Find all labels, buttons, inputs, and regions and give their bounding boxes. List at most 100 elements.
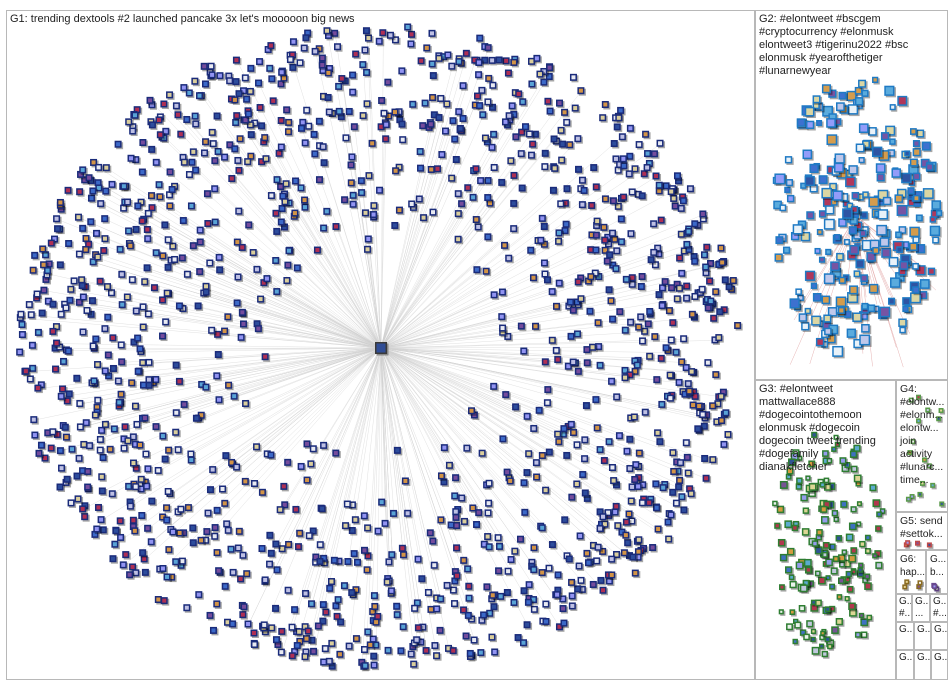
- graph-node: [66, 296, 75, 306]
- graph-node: [233, 112, 242, 121]
- graph-node: [74, 213, 84, 223]
- graph-node: [17, 310, 26, 320]
- graph-node: [42, 251, 51, 260]
- graph-node: [600, 223, 609, 233]
- graph-node: [929, 216, 938, 225]
- graph-node: [540, 222, 550, 232]
- graph-node: [76, 188, 85, 197]
- graph-node: [382, 121, 392, 130]
- graph-node: [350, 123, 360, 132]
- graph-node: [908, 179, 917, 188]
- graph-node: [162, 127, 171, 137]
- graph-node: [363, 566, 373, 575]
- graph-node: [504, 332, 513, 342]
- graph-node: [258, 545, 268, 554]
- graph-node: [106, 445, 116, 455]
- graph-node: [283, 106, 292, 115]
- graph-node: [795, 483, 804, 492]
- graph-node: [197, 411, 207, 421]
- graph-node: [874, 550, 883, 559]
- graph-node: [319, 66, 328, 76]
- graph-node: [658, 400, 667, 410]
- graph-node: [98, 473, 107, 482]
- graph-node: [569, 358, 579, 368]
- graph-node: [152, 158, 162, 168]
- graph-node: [824, 606, 832, 614]
- graph-node: [89, 258, 99, 267]
- graph-node: [917, 491, 924, 499]
- graph-node: [68, 445, 78, 455]
- graph-node: [888, 297, 897, 307]
- graph-node: [398, 544, 408, 554]
- graph-node: [677, 459, 686, 468]
- graph-node: [144, 465, 153, 474]
- graph-node: [284, 458, 293, 468]
- graph-node: [919, 291, 929, 301]
- graph-node: [838, 554, 847, 564]
- graph-node: [570, 429, 579, 438]
- graph-node: [132, 307, 142, 316]
- graph-node: [600, 457, 610, 466]
- graph-node: [155, 116, 164, 125]
- graph-node: [449, 117, 459, 126]
- graph-node: [79, 505, 88, 514]
- graph-node: [102, 164, 112, 173]
- graph-node: [506, 116, 515, 125]
- graph-node: [56, 483, 66, 492]
- graph-node: [84, 467, 93, 477]
- graph-node: [319, 601, 329, 610]
- graph-node: [503, 589, 513, 598]
- graph-node: [122, 551, 131, 560]
- graph-node: [860, 631, 869, 640]
- graph-node: [56, 198, 66, 208]
- graph-node: [543, 276, 553, 285]
- graph-node: [363, 68, 372, 78]
- graph-node: [349, 71, 358, 81]
- graph-node: [369, 608, 378, 617]
- graph-node: [262, 155, 271, 164]
- graph-node: [517, 150, 527, 159]
- graph-node: [729, 277, 739, 286]
- graph-node: [621, 374, 631, 383]
- graph-node: [628, 517, 637, 527]
- graph-node: [582, 402, 592, 411]
- graph-node: [391, 108, 400, 118]
- graph-node: [688, 368, 697, 377]
- graph-node: [647, 256, 657, 265]
- graph-node: [267, 451, 276, 461]
- graph-node: [131, 111, 140, 121]
- graph-node: [342, 522, 351, 531]
- graph-node: [869, 239, 882, 251]
- graph-node: [844, 576, 853, 585]
- graph-node: [166, 168, 176, 177]
- graph-node: [810, 628, 818, 636]
- graph-node: [393, 446, 403, 456]
- graph-node: [191, 77, 200, 87]
- graph-node: [634, 548, 644, 557]
- graph-node: [887, 149, 897, 159]
- graph-node: [583, 346, 592, 355]
- graph-node: [233, 238, 243, 248]
- graph-node: [542, 618, 552, 627]
- graph-node: [599, 114, 608, 123]
- graph-node: [152, 249, 162, 258]
- graph-node: [498, 178, 507, 188]
- graph-node: [709, 456, 718, 465]
- graph-node: [109, 364, 119, 374]
- graph-node: [916, 418, 923, 425]
- graph-node: [568, 578, 577, 588]
- graph-node: [604, 509, 614, 518]
- graph-node: [132, 156, 141, 165]
- graph-node: [655, 250, 664, 259]
- graph-node: [241, 477, 251, 487]
- graph-node: [266, 560, 275, 570]
- graph-node: [152, 423, 162, 432]
- graph-node: [91, 411, 101, 421]
- graph-node: [578, 585, 588, 595]
- graph-node: [233, 463, 242, 473]
- graph-node: [143, 264, 153, 273]
- graph-node: [211, 532, 220, 542]
- graph-node: [422, 647, 432, 656]
- graph-node: [416, 148, 426, 157]
- graph-node: [495, 542, 505, 552]
